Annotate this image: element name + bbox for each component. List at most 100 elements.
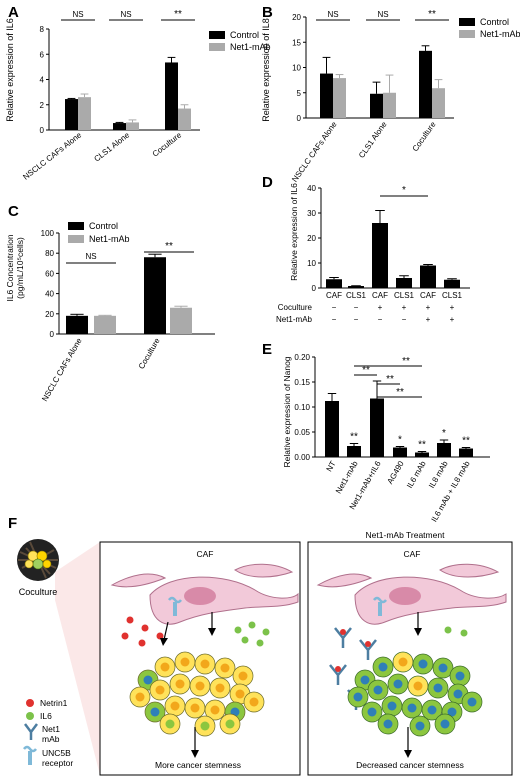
- condition-cell: −: [378, 315, 383, 324]
- category-label: Coculture: [137, 336, 162, 371]
- tumor-cell-nucleus: [467, 697, 477, 707]
- left-receptor-icon: [168, 596, 182, 604]
- panel-letter-b: B: [262, 4, 273, 21]
- c-legend-swatch-mab: [68, 235, 84, 243]
- bar: [437, 443, 451, 457]
- right-caf-title: CAF: [404, 549, 421, 559]
- c-legend: Control Net1-mAb: [68, 221, 130, 244]
- a-legend-swatch-mab: [209, 43, 225, 51]
- netrin1-dot-icon: [340, 629, 346, 635]
- left-caf-title: CAF: [197, 549, 214, 559]
- tumor-cell-nucleus: [418, 659, 428, 669]
- category-label: NSCLC CAFs Alone: [21, 130, 83, 182]
- y-tick-label: 0.05: [294, 428, 310, 437]
- tumor-cell-nucleus: [155, 685, 165, 695]
- netrin1-dot-icon: [141, 624, 149, 632]
- c-ylabel: IL6 Concentration: [5, 234, 15, 301]
- tumor-cell-nucleus: [150, 707, 160, 717]
- y-tick-label: 5: [297, 89, 302, 98]
- panel-letter-c: C: [8, 203, 19, 220]
- significance-star: *: [398, 435, 402, 446]
- right-caf-nucleus: [389, 587, 421, 605]
- bar-control: [65, 99, 78, 130]
- condition-cell: −: [402, 315, 407, 324]
- significance-label: **: [165, 241, 173, 252]
- il6-dot-icon: [234, 626, 242, 634]
- condition-cell: +: [378, 303, 383, 312]
- significance-label: NS: [72, 10, 83, 19]
- coculture-thumbnail: Coculture: [17, 539, 59, 597]
- tumor-cell-nucleus: [398, 657, 408, 667]
- antibody-icon: [24, 723, 38, 740]
- panel-letter-d: D: [262, 174, 273, 191]
- il6-dot-icon: [26, 712, 34, 720]
- y-tick-label: 0.00: [294, 453, 310, 462]
- tumor-cell-nucleus: [378, 662, 388, 672]
- tumor-cell-nucleus: [235, 689, 245, 699]
- condition-label: Net1-mAb: [276, 315, 313, 324]
- c-ylabel-units: (pg/mL/10⁵cells): [15, 237, 25, 299]
- b-legend-control: Control: [480, 17, 509, 27]
- tumor-cell-nucleus: [238, 671, 248, 681]
- condition-cell: +: [450, 315, 455, 324]
- bar-net1-mab: [78, 97, 91, 130]
- tumor-cell-nucleus: [367, 707, 377, 717]
- bar-net1-mab: [178, 108, 191, 130]
- f-legend: Netrin1 IL6 Net1 mAb UNC5B receptor: [23, 698, 73, 768]
- y-tick-label: 10: [307, 259, 316, 268]
- tumor-cell-nucleus: [413, 681, 423, 691]
- tumor-cell-nucleus: [249, 697, 259, 707]
- tumor-cell-nucleus: [447, 707, 457, 717]
- legend-il6: IL6: [40, 711, 52, 721]
- category-label: IL8 mAb: [427, 459, 450, 490]
- b-legend-swatch-mab: [459, 30, 475, 38]
- netrin1-dot-icon: [335, 666, 341, 672]
- tumor-cell-nucleus: [433, 683, 443, 693]
- condition-cell: CLS1: [346, 291, 367, 300]
- bar-net1-mab: [94, 315, 116, 334]
- y-tick-label: 60: [45, 269, 54, 278]
- significance-label: **: [402, 356, 410, 367]
- category-label: AG490: [385, 459, 406, 486]
- right-arrowhead: [414, 628, 422, 636]
- y-tick-label: 40: [307, 184, 316, 193]
- tumor-cell-nucleus: [135, 692, 145, 702]
- bar-net1-mab: [333, 78, 346, 118]
- left-caf-cell: [234, 563, 294, 578]
- significance-label: NS: [85, 252, 96, 261]
- condition-label: Coculture: [278, 303, 313, 312]
- tumor-cell-nucleus: [383, 719, 393, 729]
- il6-dot-icon: [248, 621, 256, 629]
- coculture-label: Coculture: [19, 587, 58, 597]
- a-legend-control: Control: [230, 30, 259, 40]
- right-caption: Decreased cancer stemness: [356, 760, 464, 770]
- legend-receptor: receptor: [42, 758, 73, 768]
- antibody-icon: [359, 639, 377, 660]
- left-caf-cell: [110, 573, 167, 588]
- bar: [326, 279, 342, 288]
- netrin1-dot-icon: [121, 632, 129, 640]
- category-label: Coculture: [151, 130, 184, 159]
- tumor-cell-nucleus: [200, 721, 210, 731]
- bar: [372, 223, 388, 288]
- y-tick-label: 20: [292, 13, 301, 22]
- significance-label: **: [428, 9, 436, 20]
- bar: [325, 401, 339, 457]
- significance-label: NS: [377, 10, 388, 19]
- y-tick-label: 8: [40, 25, 45, 34]
- c-legend-control: Control: [89, 221, 118, 231]
- panel-e: E Relative expression of Nanog 0.00 0.05 0…: [262, 341, 490, 523]
- y-tick-label: 30: [307, 209, 316, 218]
- coculture-cell: [42, 559, 52, 569]
- condition-cell: +: [426, 303, 431, 312]
- left-arrow: [163, 621, 169, 641]
- legend-mab: mAb: [42, 734, 60, 744]
- category-label: CLS1 Alone: [357, 120, 389, 160]
- tumor-cell-nucleus: [165, 719, 175, 729]
- tumor-cell-nucleus: [190, 703, 200, 713]
- right-caf-cell: [354, 576, 507, 625]
- condition-cell: +: [450, 303, 455, 312]
- significance-label: **: [362, 365, 370, 376]
- y-tick-label: 0.15: [294, 378, 310, 387]
